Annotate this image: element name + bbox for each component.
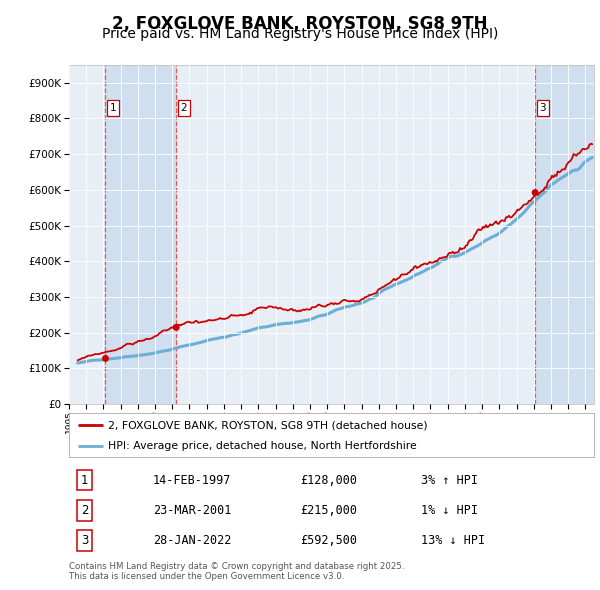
Text: £215,000: £215,000 [300,504,357,517]
Text: HPI: Average price, detached house, North Hertfordshire: HPI: Average price, detached house, Nort… [109,441,417,451]
Text: 1% ↓ HPI: 1% ↓ HPI [421,504,478,517]
Text: 2: 2 [181,103,187,113]
Text: £128,000: £128,000 [300,474,357,487]
Text: 2: 2 [81,504,89,517]
Point [101,354,110,363]
Text: Contains HM Land Registry data © Crown copyright and database right 2025.
This d: Contains HM Land Registry data © Crown c… [69,562,404,581]
Text: 2, FOXGLOVE BANK, ROYSTON, SG8 9TH: 2, FOXGLOVE BANK, ROYSTON, SG8 9TH [112,15,488,33]
Text: 14-FEB-1997: 14-FEB-1997 [153,474,232,487]
Text: 3% ↑ HPI: 3% ↑ HPI [421,474,478,487]
Bar [535,65,594,404]
Text: 3: 3 [539,103,546,113]
Text: 13% ↓ HPI: 13% ↓ HPI [421,534,485,547]
Text: 3: 3 [81,534,88,547]
Text: 1: 1 [110,103,116,113]
Text: 1: 1 [81,474,89,487]
Text: 2, FOXGLOVE BANK, ROYSTON, SG8 9TH (detached house): 2, FOXGLOVE BANK, ROYSTON, SG8 9TH (deta… [109,421,428,430]
Text: 28-JAN-2022: 28-JAN-2022 [153,534,232,547]
Text: £592,500: £592,500 [300,534,357,547]
Point [172,323,181,332]
Point [530,188,540,197]
Bar [106,65,176,404]
Text: Price paid vs. HM Land Registry's House Price Index (HPI): Price paid vs. HM Land Registry's House … [102,27,498,41]
Text: 23-MAR-2001: 23-MAR-2001 [153,504,232,517]
